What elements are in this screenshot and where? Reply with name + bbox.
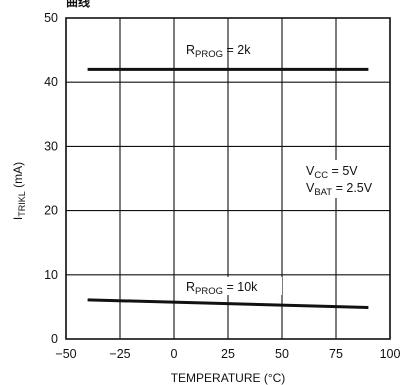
chart-title: 曲线	[66, 0, 90, 9]
series-label-rprog-10k: RPROG = 10k	[186, 280, 258, 297]
y-tick-label: 40	[44, 75, 58, 89]
x-tick-label: 25	[221, 347, 235, 361]
x-tick-label: −50	[55, 347, 76, 361]
conditions-bg	[302, 160, 386, 198]
series-group	[87, 67, 369, 310]
x-axis-label: TEMPERATURE (°C)	[171, 371, 286, 385]
series-label-bg-10k	[180, 277, 282, 295]
y-tick-label: 50	[44, 11, 58, 25]
y-axis-label: ITRIKL (mA)	[11, 162, 27, 220]
x-tick-label: 0	[171, 347, 178, 361]
y-tick-label: 20	[44, 204, 58, 218]
y-tick-label: 10	[44, 268, 58, 282]
plot-frame	[65, 17, 391, 340]
x-tick-label: −25	[109, 347, 130, 361]
annotation-vbat: VBAT = 2.5V	[306, 181, 373, 198]
y-tick-label: 0	[51, 332, 58, 346]
x-tick-labels: −50 −25 0 25 50 75 100	[55, 347, 400, 361]
x-tick-label: 75	[329, 347, 343, 361]
series-line-rprog-10k	[87, 298, 369, 310]
series-label-rprog-2k: RPROG = 2k	[186, 43, 251, 60]
y-tick-label: 30	[44, 139, 58, 153]
x-tick-label: 50	[275, 347, 289, 361]
y-tick-labels: 0 10 20 30 40 50	[44, 11, 58, 346]
x-tick-label: 100	[380, 347, 401, 361]
annotation-vcc: VCC = 5V	[306, 164, 358, 181]
